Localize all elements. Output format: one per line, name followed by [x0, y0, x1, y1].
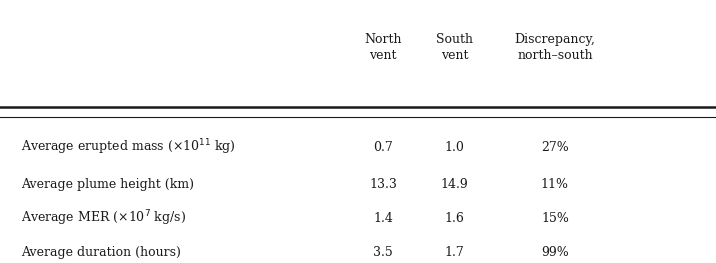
Text: 99%: 99% — [541, 246, 569, 259]
Text: 1.4: 1.4 — [373, 212, 393, 225]
Text: Average duration (hours): Average duration (hours) — [21, 246, 181, 259]
Text: 27%: 27% — [541, 141, 569, 154]
Text: Discrepancy,
north–south: Discrepancy, north–south — [515, 33, 595, 62]
Text: North
vent: North vent — [364, 33, 402, 62]
Text: Average plume height (km): Average plume height (km) — [21, 178, 195, 191]
Text: 3.5: 3.5 — [373, 246, 393, 259]
Text: South
vent: South vent — [436, 33, 473, 62]
Text: 15%: 15% — [541, 212, 569, 225]
Text: 0.7: 0.7 — [373, 141, 393, 154]
Text: 1.6: 1.6 — [445, 212, 465, 225]
Text: Average erupted mass (×10$^{11}$ kg): Average erupted mass (×10$^{11}$ kg) — [21, 138, 236, 157]
Text: 14.9: 14.9 — [441, 178, 468, 191]
Text: 11%: 11% — [541, 178, 569, 191]
Text: Average MER (×10$^{7}$ kg/s): Average MER (×10$^{7}$ kg/s) — [21, 209, 187, 228]
Text: 1.0: 1.0 — [445, 141, 465, 154]
Text: 1.7: 1.7 — [445, 246, 465, 259]
Text: 13.3: 13.3 — [369, 178, 397, 191]
